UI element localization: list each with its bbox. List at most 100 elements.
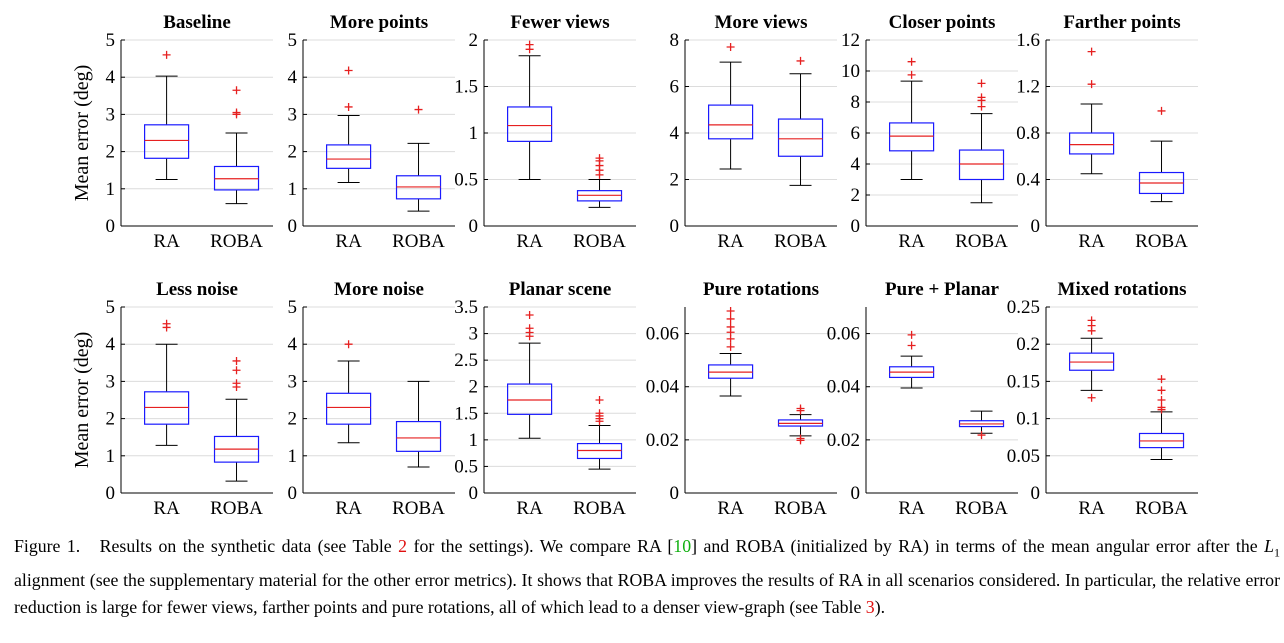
panel-8-title: More noise xyxy=(334,279,424,300)
panel-4-y-tick-label: 4 xyxy=(670,123,680,144)
panel-12-y-tick-label: 0 xyxy=(1031,483,1041,504)
panel-8-roba-box xyxy=(395,420,442,452)
panel-12-y-tick-label: 0.15 xyxy=(1007,371,1040,392)
panel-2-title: More points xyxy=(330,12,428,33)
panel-1-y-tick-label: 3 xyxy=(106,104,116,125)
panel-6-y-tick-label: 0.8 xyxy=(1016,123,1040,144)
panel-2-y-tick-label: 1 xyxy=(288,179,298,200)
caption-citation-ref[interactable]: 10 xyxy=(673,536,692,556)
panel-7-y-tick-label: 4 xyxy=(106,334,116,355)
panel-7-roba-outlier xyxy=(232,356,241,365)
panel-4-title: More views xyxy=(714,12,807,33)
panel-12-roba-outlier xyxy=(1157,403,1166,412)
caption-math-l1: L1 xyxy=(1264,536,1280,560)
panel-9-x-label-roba: ROBA xyxy=(573,498,626,519)
panel-12-roba-outlier xyxy=(1157,396,1166,404)
panel-1-y-tick-label: 5 xyxy=(106,30,116,51)
panel-3-y-tick-label: 2 xyxy=(469,30,479,51)
panel-1-y-tick-label: 4 xyxy=(106,67,116,88)
panel-4-y-tick-label: 8 xyxy=(670,30,680,51)
panel-11-x-label-ra: RA xyxy=(898,498,925,519)
panel-7-y-tick-label: 3 xyxy=(106,371,116,392)
panel-10-y-tick-label: 0.04 xyxy=(646,377,680,398)
panel-9-y-tick-label: 0 xyxy=(469,483,479,504)
panel-10-title: Pure rotations xyxy=(703,279,819,300)
panel-4-x-label-ra: RA xyxy=(717,231,744,252)
panel-12-x-label-roba: ROBA xyxy=(1135,498,1188,519)
panel-1-y-tick-label: 2 xyxy=(106,142,116,163)
panel-9-title: Planar scene xyxy=(509,279,612,300)
panel-9-roba-outlier xyxy=(595,396,604,404)
panel-6-x-label-ra: RA xyxy=(1078,231,1105,252)
panel-6-y-tick-label: 1.6 xyxy=(1016,30,1040,51)
panel-3-title: Fewer views xyxy=(510,12,609,33)
panel-6-roba-outlier xyxy=(1157,106,1166,115)
panel-7-y-tick-label: 1 xyxy=(106,446,116,467)
panel-6-y-tick-label: 1.2 xyxy=(1016,77,1040,98)
panel-9-y-tick-label: 3 xyxy=(469,324,479,345)
panel-8-x-label-roba: ROBA xyxy=(392,498,445,519)
panel-10-x-label-roba: ROBA xyxy=(774,498,827,519)
panel-3-y-tick-label: 1.5 xyxy=(454,77,478,98)
panel-10-y-tick-label: 0 xyxy=(670,483,680,504)
panel-5-ra-outlier xyxy=(907,57,916,66)
panel-2-x-label-roba: ROBA xyxy=(392,231,445,252)
panel-2-y-tick-label: 3 xyxy=(288,104,298,125)
panel-7-title: Less noise xyxy=(156,279,238,300)
panel-11-y-tick-label: 0.06 xyxy=(827,324,860,345)
panel-4-y-tick-label: 2 xyxy=(670,170,680,191)
panel-7-y-tick-label: 5 xyxy=(106,297,116,318)
panel-5-y-tick-label: 6 xyxy=(851,123,861,144)
panel-2-x-label-ra: RA xyxy=(335,231,362,252)
panel-3-ra-outlier xyxy=(525,40,534,49)
panel-9-ra-box xyxy=(507,383,553,415)
panel-2-y-tick-label: 2 xyxy=(288,142,298,163)
panel-9-y-tick-label: 1 xyxy=(469,430,479,451)
caption-text-2: for the settings). We compare RA [ xyxy=(407,536,674,556)
panel-8-y-tick-label: 0 xyxy=(288,483,298,504)
panel-1-x-label-ra: RA xyxy=(153,231,180,252)
panel-9-ra-outlier xyxy=(525,324,534,333)
caption-figure-label: Figure 1. xyxy=(14,536,81,556)
panel-5-y-tick-label: 8 xyxy=(851,92,861,113)
caption-text-3: ] and ROBA (initialized by RA) in terms … xyxy=(691,536,1265,556)
panel-11-ra-outlier xyxy=(907,330,916,339)
caption-table-ref-graph[interactable]: 3 xyxy=(865,596,875,617)
panel-4-roba-outlier xyxy=(796,56,805,65)
panel-6-title: Farther points xyxy=(1063,12,1180,33)
panel-8-y-tick-label: 3 xyxy=(288,371,298,392)
panel-3-y-tick-label: 1 xyxy=(469,123,479,144)
panel-10-ra-outlier xyxy=(726,342,735,351)
panel-6-ra-outlier xyxy=(1087,47,1096,56)
panel-5-x-label-roba: ROBA xyxy=(955,231,1008,252)
panel-11-y-tick-label: 0.02 xyxy=(827,430,860,451)
panel-7-y-tick-label: 2 xyxy=(106,409,116,430)
panel-2-ra-box xyxy=(326,144,372,169)
panel-5-y-tick-label: 10 xyxy=(841,61,860,82)
y-axis-title-row-1: Mean error (deg) xyxy=(71,65,93,202)
panel-8-y-tick-label: 4 xyxy=(288,334,298,355)
panel-12-roba-outlier xyxy=(1157,375,1166,384)
panel-4-roba-box xyxy=(777,118,824,157)
panel-3-y-tick-label: 0.5 xyxy=(454,170,478,191)
caption-table-ref-settings[interactable]: 2 xyxy=(398,536,408,556)
panel-2-roba-outlier xyxy=(414,105,423,114)
panel-10-x-label-ra: RA xyxy=(717,498,744,519)
panel-7-x-label-roba: ROBA xyxy=(210,498,263,519)
panel-5-y-tick-label: 0 xyxy=(851,216,861,237)
panel-5-y-tick-label: 12 xyxy=(841,30,860,51)
panel-4-y-tick-label: 6 xyxy=(670,77,680,98)
panel-5-y-tick-label: 4 xyxy=(851,154,861,175)
caption-text-4: alignment (see the supplementary materia… xyxy=(14,569,1280,617)
panel-12-y-tick-label: 0.25 xyxy=(1007,297,1040,318)
panel-1-title: Baseline xyxy=(163,12,231,33)
panel-12-y-tick-label: 0.05 xyxy=(1007,446,1040,467)
panel-10-roba-outlier xyxy=(796,434,805,443)
panel-4-ra-box xyxy=(707,104,754,140)
panel-12-y-tick-label: 0.2 xyxy=(1016,334,1040,355)
panel-7-y-tick-label: 0 xyxy=(106,483,116,504)
panel-2-ra-outlier xyxy=(344,102,353,111)
panel-9-ra-outlier xyxy=(525,310,534,319)
panel-7-roba-outlier xyxy=(232,366,241,375)
panel-7-x-label-ra: RA xyxy=(153,498,180,519)
